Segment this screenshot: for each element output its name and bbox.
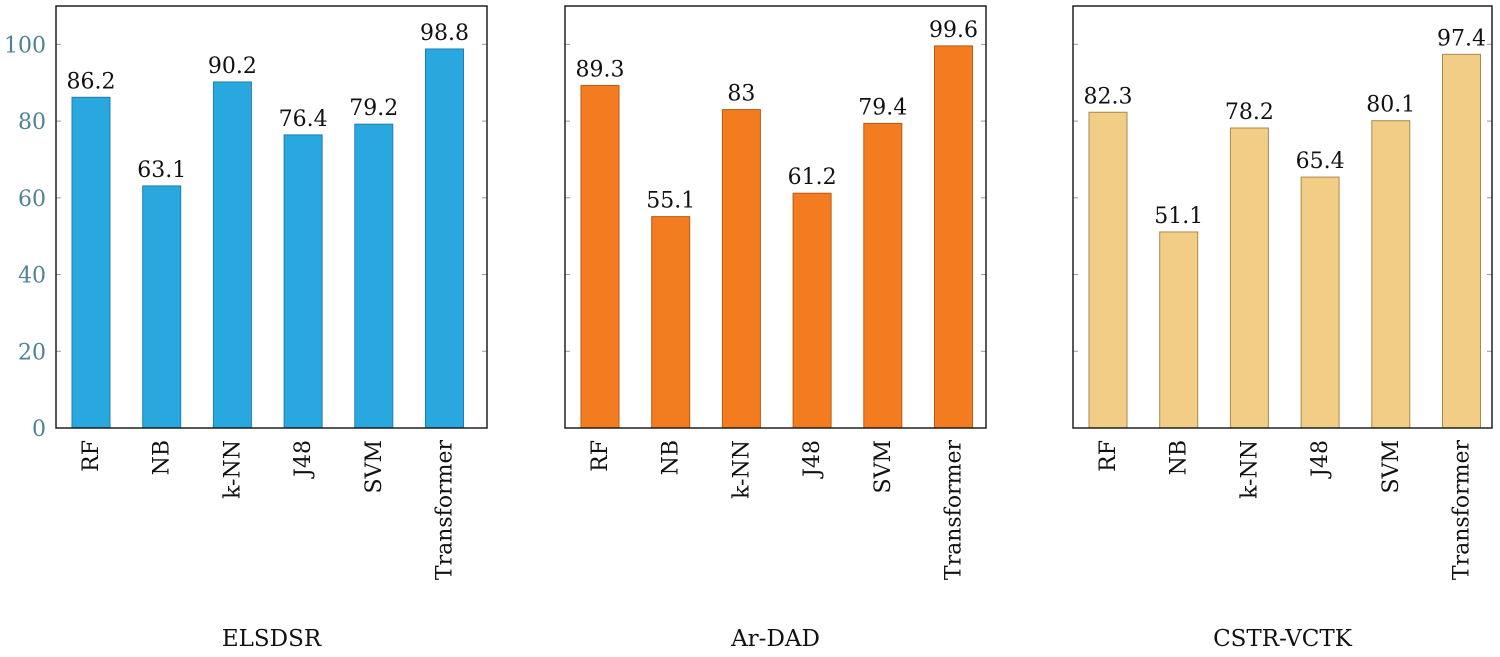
data-label: 97.4 — [1437, 26, 1486, 51]
x-tick-label: J48 — [800, 440, 825, 479]
bar-svm — [863, 122, 903, 429]
bar-transformer — [934, 45, 973, 429]
x-tick-label: k-NN — [729, 440, 754, 499]
axes-frame — [55, 5, 488, 429]
x-tick-label: SVM — [1379, 440, 1404, 494]
bar-k-nn — [721, 109, 761, 429]
data-label: 61.2 — [788, 165, 837, 190]
data-label: 89.3 — [576, 57, 625, 82]
bar-nb — [142, 185, 182, 429]
bar-transformer — [1442, 53, 1481, 429]
x-tick-label: k-NN — [1237, 440, 1262, 499]
bar-nb — [651, 216, 691, 429]
y-tick-label: 20 — [18, 340, 46, 365]
x-tick-label: NB — [150, 440, 175, 475]
x-tick-label: RF — [1096, 440, 1121, 472]
axes-frame — [1072, 5, 1493, 429]
panel-ar-dad: 89.3 RF 55.1 NB 83 k-NN 61.2 J48 79.4 SVM 99.6 Tran… — [564, 5, 987, 652]
data-label: 90.2 — [208, 54, 257, 79]
axes-frame — [564, 5, 987, 429]
data-label: 80.1 — [1366, 93, 1415, 118]
data-label: 55.1 — [646, 189, 695, 214]
bar-nb — [1159, 231, 1199, 429]
bar-rf — [1088, 111, 1128, 429]
data-label: 78.2 — [1225, 100, 1274, 125]
data-label: 65.4 — [1296, 149, 1345, 174]
x-tick-label: Transformer — [942, 440, 967, 581]
chart-title: ELSDSR — [222, 626, 322, 652]
data-label: 79.2 — [349, 96, 398, 121]
panel-cstr-vctk: 82.3 RF 51.1 NB 78.2 k-NN 65.4 J48 80.1 SVM 97.4 Tr… — [1072, 5, 1493, 652]
y-tick-label: 40 — [18, 264, 46, 289]
data-label: 98.8 — [420, 21, 469, 46]
x-tick-label: Transformer — [1450, 440, 1475, 581]
bar-svm — [354, 123, 394, 429]
x-tick-label: J48 — [1308, 440, 1333, 479]
data-label: 83 — [727, 82, 755, 107]
data-label: 99.6 — [929, 18, 978, 43]
bar-j48 — [1300, 176, 1340, 429]
x-tick-label: J48 — [291, 440, 316, 479]
data-label: 51.1 — [1154, 204, 1203, 229]
x-tick-label: Transformer — [433, 440, 458, 581]
x-tick-label: k-NN — [220, 440, 245, 499]
bar-transformer — [425, 48, 464, 429]
bar-j48 — [792, 192, 832, 429]
y-tick-label: 0 — [32, 417, 46, 442]
y-tick-label: 100 — [4, 33, 46, 58]
bar-k-nn — [1229, 127, 1269, 429]
y-tick-label: 80 — [18, 110, 46, 135]
bar-rf — [71, 96, 111, 429]
bar-rf — [580, 84, 620, 429]
x-tick-label: SVM — [362, 440, 387, 494]
chart-title: Ar-DAD — [730, 626, 820, 652]
x-tick-label: RF — [79, 440, 104, 472]
x-tick-label: NB — [659, 440, 684, 475]
y-tick-label: 60 — [18, 187, 46, 212]
bar-svm — [1371, 120, 1411, 429]
data-label: 76.4 — [279, 107, 328, 132]
data-label: 63.1 — [137, 158, 186, 183]
data-label: 86.2 — [67, 69, 116, 94]
bar-k-nn — [212, 81, 252, 429]
panel-elsdsr: 0 20 40 60 80 100 86.2 RF 63.1 NB 90.2 k-NN 76.4 J48 7… — [4, 5, 488, 652]
chart-title: CSTR-VCTK — [1213, 626, 1353, 652]
x-tick-label: SVM — [871, 440, 896, 494]
data-label: 79.4 — [858, 95, 907, 120]
data-label: 82.3 — [1084, 84, 1133, 109]
x-tick-label: NB — [1167, 440, 1192, 475]
bar-j48 — [283, 134, 323, 429]
x-tick-label: RF — [588, 440, 613, 472]
